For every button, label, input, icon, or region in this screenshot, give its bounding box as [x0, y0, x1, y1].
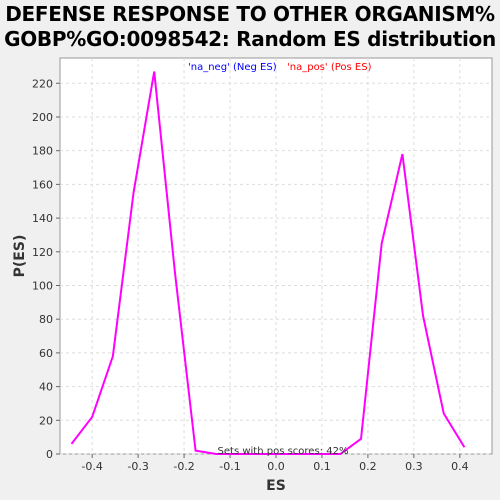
y-tick-label: 180 [32, 145, 53, 158]
pos-scores-annotation: Sets with pos scores: 42% [218, 446, 349, 457]
y-tick-label: 80 [39, 313, 53, 326]
y-tick-label: 100 [32, 279, 53, 292]
y-tick-label: 0 [46, 448, 53, 461]
legend-pos-es: 'na_pos' (Pos ES) [287, 62, 372, 73]
x-axis-label: ES [266, 478, 286, 494]
legend-neg-es: 'na_neg' (Neg ES) [188, 62, 277, 73]
x-tick-label: -0.1 [219, 460, 240, 473]
x-tick-label: 0.2 [359, 460, 377, 473]
grid-lines [60, 58, 492, 455]
series-group [70, 71, 466, 455]
x-tick-label: 0.3 [405, 460, 423, 473]
x-tick-label: 0.1 [313, 460, 331, 473]
x-axis-ticks: -0.4 -0.3 -0.2 -0.1 0.0 0.1 0.2 0.3 0.4 [81, 454, 469, 473]
y-tick-label: 140 [32, 212, 53, 225]
y-axis-ticks: 0 20 40 60 80 100 120 140 160 180 200 220 [32, 77, 60, 461]
series-line [70, 71, 466, 455]
x-tick-label: 0.4 [451, 460, 469, 473]
y-tick-label: 40 [39, 381, 53, 394]
x-tick-label: -0.4 [81, 460, 102, 473]
y-tick-label: 220 [32, 77, 53, 90]
y-tick-label: 60 [39, 347, 53, 360]
y-axis-label: P(ES) [12, 235, 28, 278]
y-tick-label: 120 [32, 246, 53, 259]
x-tick-label: -0.2 [173, 460, 194, 473]
y-tick-label: 160 [32, 178, 53, 191]
x-tick-label: -0.3 [127, 460, 148, 473]
y-tick-label: 20 [39, 414, 53, 427]
y-tick-label: 200 [32, 111, 53, 124]
x-tick-label: 0.0 [267, 460, 285, 473]
chart-title-line2: GOBP%GO:0098542: Random ES distribution [4, 27, 496, 51]
chart-title-line1: DEFENSE RESPONSE TO OTHER ORGANISM% [5, 2, 495, 26]
